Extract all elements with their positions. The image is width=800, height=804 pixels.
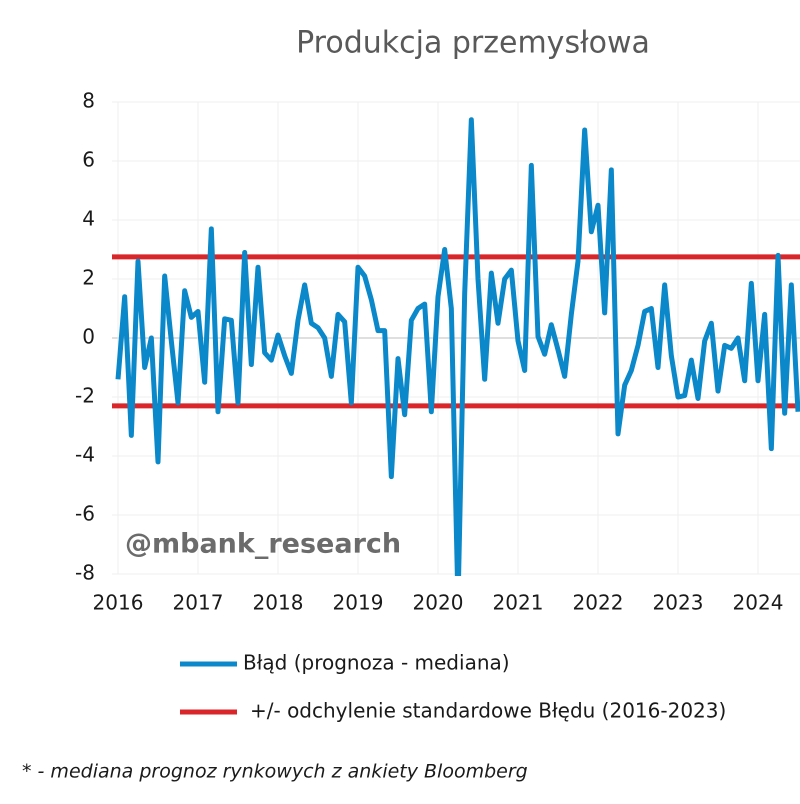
y-tick-label: 6 xyxy=(82,148,95,172)
x-tick-label: 2016 xyxy=(93,591,144,615)
legend-label: Błąd (prognoza - mediana) xyxy=(243,651,510,675)
x-tick-label: 2024 xyxy=(733,591,784,615)
y-tick-label: -4 xyxy=(75,443,95,467)
x-tick-label: 2017 xyxy=(173,591,224,615)
x-tick-label: 2020 xyxy=(413,591,464,615)
y-tick-label: -8 xyxy=(75,561,95,585)
chart-title: Produkcja przemysłowa xyxy=(296,26,650,61)
y-tick-label: -6 xyxy=(75,502,95,526)
y-tick-label: 0 xyxy=(82,325,95,349)
y-tick-label: 8 xyxy=(82,89,95,113)
x-tick-label: 2018 xyxy=(253,591,304,615)
y-tick-label: -2 xyxy=(75,384,95,408)
y-tick-label: 4 xyxy=(82,207,95,231)
watermark: @mbank_research xyxy=(125,529,401,560)
legend-label: +/- odchylenie standardowe Błędu (2016-2… xyxy=(250,699,726,723)
x-tick-label: 2022 xyxy=(573,591,624,615)
x-tick-label: 2023 xyxy=(653,591,704,615)
x-tick-label: 2021 xyxy=(493,591,544,615)
footnote: * - mediana prognoz rynkowych z ankiety … xyxy=(22,761,528,783)
series-line xyxy=(115,117,800,576)
y-tick-label: 2 xyxy=(82,266,95,290)
x-tick-label: 2019 xyxy=(333,591,384,615)
